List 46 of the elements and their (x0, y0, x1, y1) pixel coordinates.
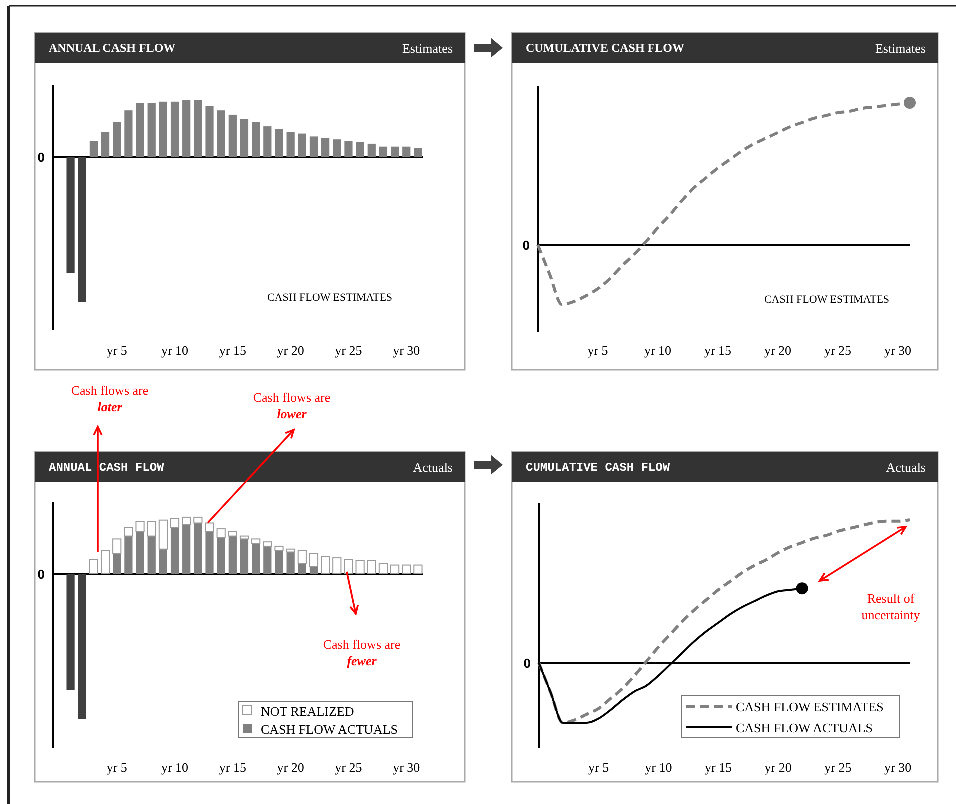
chart-title: ANNUAL CASH FLOW (49, 461, 166, 475)
x-tick-label: yr 5 (588, 343, 608, 358)
legend-label: NOT REALIZED (261, 704, 354, 719)
text: Cash flows are lower (253, 390, 331, 422)
x-tick-label: yr 25 (824, 760, 852, 775)
chart-subtitle: Actuals (413, 460, 453, 475)
x-tick-label: yr 15 (219, 343, 246, 358)
x-tick-label: yr 20 (277, 343, 304, 358)
ref-line-label: 0 (38, 567, 45, 582)
x-tick-label: yr 20 (764, 343, 792, 358)
x-tick-label: yr 5 (588, 760, 610, 775)
x-tick-label: yr 15 (704, 343, 732, 358)
x-tick-label: yr 30 (884, 760, 912, 775)
chart-title: CUMULATIVE CASH FLOW (526, 41, 684, 55)
x-tick-label: yr 20 (764, 760, 792, 775)
legend-label: CASH FLOW ESTIMATES (736, 700, 884, 714)
ref-line-label: 0 (38, 150, 45, 165)
text: Cash flows are later (71, 383, 149, 414)
legend-label: CASH FLOW ACTUALS (261, 722, 398, 737)
x-tick-label: yr 30 (393, 760, 420, 775)
chart-title: ANNUAL CASH FLOW (49, 41, 176, 55)
ref-line-label: 0 (524, 656, 531, 671)
legend-label: CASH FLOW ACTUALS (736, 720, 874, 736)
x-tick-label: yr 10 (644, 343, 672, 358)
x-tick-label: yr 10 (161, 760, 189, 775)
x-tick-label: yr 10 (645, 760, 672, 775)
annotation: Cash flows are fewer (323, 637, 401, 668)
x-tick-label: yr 5 (106, 760, 128, 775)
x-tick-label: yr 30 (393, 343, 420, 358)
x-tick-label: yr 30 (884, 343, 912, 358)
x-tick-label: yr 20 (277, 760, 304, 775)
annotation: CASH FLOW ESTIMATES (267, 292, 393, 304)
x-tick-label: yr 5 (106, 343, 128, 358)
chart-subtitle: Actuals (886, 460, 926, 475)
chart-title: CUMULATIVE CASH FLOW (526, 461, 671, 475)
x-tick-label: yr 25 (335, 760, 362, 775)
annotation: Result of uncertainty (862, 591, 921, 622)
annotation: CASH FLOW ESTIMATES (764, 294, 890, 306)
x-tick-label: yr 10 (161, 343, 189, 358)
ref-line-label: 0 (522, 238, 530, 253)
chart-subtitle: Estimates (402, 41, 453, 56)
x-tick-label: yr 25 (824, 343, 852, 358)
x-tick-label: yr 25 (335, 343, 362, 358)
chart-subtitle: Estimates (875, 41, 926, 56)
x-tick-label: yr 15 (219, 760, 246, 775)
x-tick-label: yr 15 (704, 760, 732, 775)
